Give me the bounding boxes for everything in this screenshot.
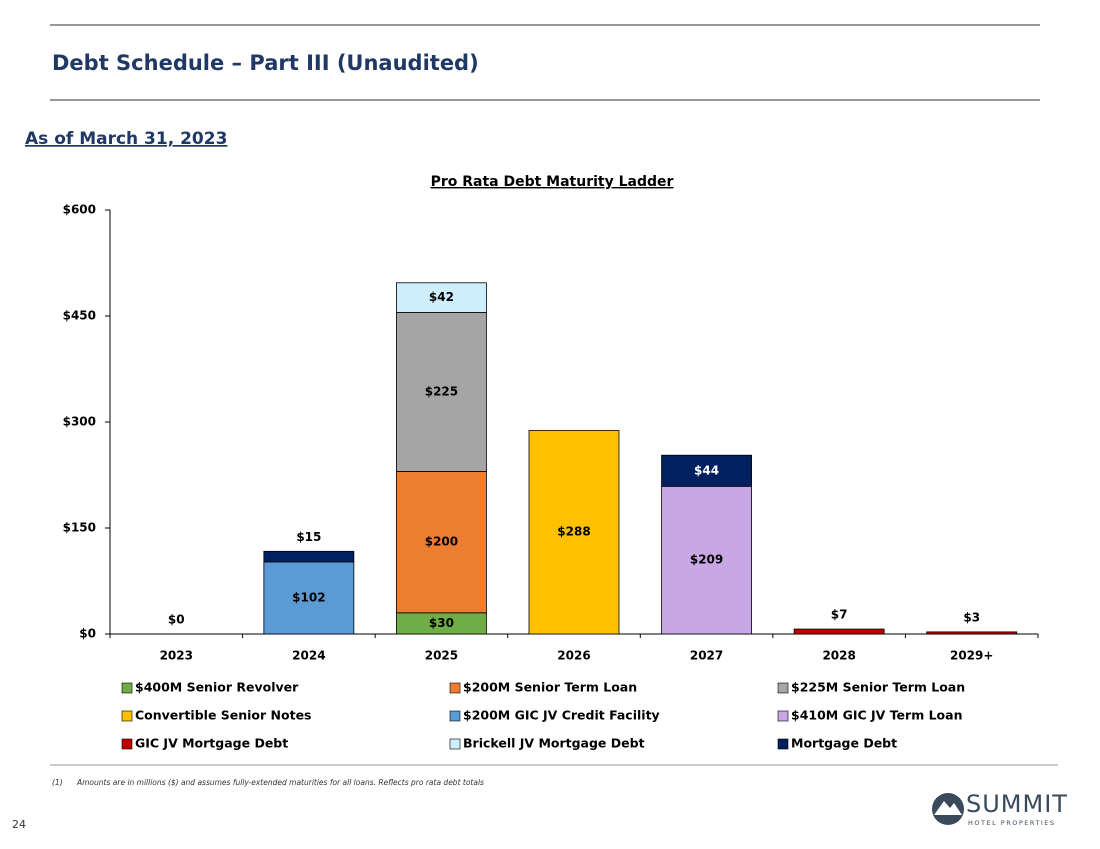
legend-label: Convertible Senior Notes xyxy=(135,708,311,723)
x-tick-label: 2023 xyxy=(160,649,193,663)
legend-swatch xyxy=(121,710,133,722)
footnote: Amounts are in millions ($) and assumes … xyxy=(76,778,484,787)
data-label: $3 xyxy=(963,610,980,624)
bar-segment xyxy=(528,430,620,635)
data-label: $7 xyxy=(831,608,848,622)
data-label: $15 xyxy=(296,530,321,544)
data-label: $209 xyxy=(690,553,723,567)
data-label: $102 xyxy=(292,590,325,604)
bar-segment xyxy=(661,454,752,487)
x-tick-label: 2029+ xyxy=(950,649,993,663)
logo: SUMMIT HOTEL PROPERTIES xyxy=(932,790,1068,827)
x-tick-label: 2028 xyxy=(822,649,855,663)
data-label: $30 xyxy=(429,616,454,630)
legend-label: $200M Senior Term Loan xyxy=(463,680,637,695)
data-label: $0 xyxy=(168,613,185,627)
data-label: $42 xyxy=(429,290,454,304)
y-tick-label: $450 xyxy=(63,309,96,323)
legend-label: Mortgage Debt xyxy=(791,736,897,751)
data-label: $44 xyxy=(694,463,719,477)
bar-segment xyxy=(263,561,355,635)
footnote-marker: (1) xyxy=(52,778,63,787)
bar-segment xyxy=(396,471,487,614)
legend-swatch xyxy=(121,738,133,750)
x-tick-label: 2027 xyxy=(690,649,723,663)
y-tick-label: $0 xyxy=(79,627,96,641)
subtitle: As of March 31, 2023 xyxy=(25,129,227,149)
bar-segment xyxy=(263,550,355,563)
x-tick-label: 2025 xyxy=(425,649,458,663)
legend-swatch xyxy=(777,710,789,722)
data-label: $200 xyxy=(425,535,458,549)
logo-tagline: HOTEL PROPERTIES xyxy=(968,819,1056,827)
legend-label: GIC JV Mortgage Debt xyxy=(135,736,288,751)
bar-segment xyxy=(396,282,487,313)
legend-label: $200M GIC JV Credit Facility xyxy=(463,708,660,723)
legend-label: $225M Senior Term Loan xyxy=(791,680,965,695)
page-number: 24 xyxy=(12,818,26,831)
legend-swatch xyxy=(777,682,789,694)
legend-swatch xyxy=(121,682,133,694)
legend-swatch xyxy=(449,682,461,694)
chart-title: Pro Rata Debt Maturity Ladder xyxy=(431,174,674,190)
x-tick-label: 2026 xyxy=(557,649,590,663)
logo-mountain xyxy=(934,801,962,815)
legend-swatch xyxy=(449,710,461,722)
bar-segment xyxy=(793,628,885,635)
bar-segment xyxy=(926,631,1018,635)
data-label: $225 xyxy=(425,384,458,398)
y-tick-label: $150 xyxy=(63,521,96,535)
legend-swatch xyxy=(777,738,789,750)
logo-name: SUMMIT xyxy=(966,790,1068,818)
x-tick-label: 2024 xyxy=(292,649,325,663)
legend-label: $400M Senior Revolver xyxy=(135,680,299,695)
legend-swatch xyxy=(449,738,461,750)
data-label: $288 xyxy=(557,525,590,539)
y-tick-label: $600 xyxy=(63,203,96,217)
bar-segment xyxy=(396,312,487,472)
y-tick-label: $300 xyxy=(63,415,96,429)
slide-title: Debt Schedule – Part III (Unaudited) xyxy=(52,51,479,75)
legend-label: $410M GIC JV Term Loan xyxy=(791,708,962,723)
legend-label: Brickell JV Mortgage Debt xyxy=(463,736,645,751)
bar-segment xyxy=(661,485,752,635)
